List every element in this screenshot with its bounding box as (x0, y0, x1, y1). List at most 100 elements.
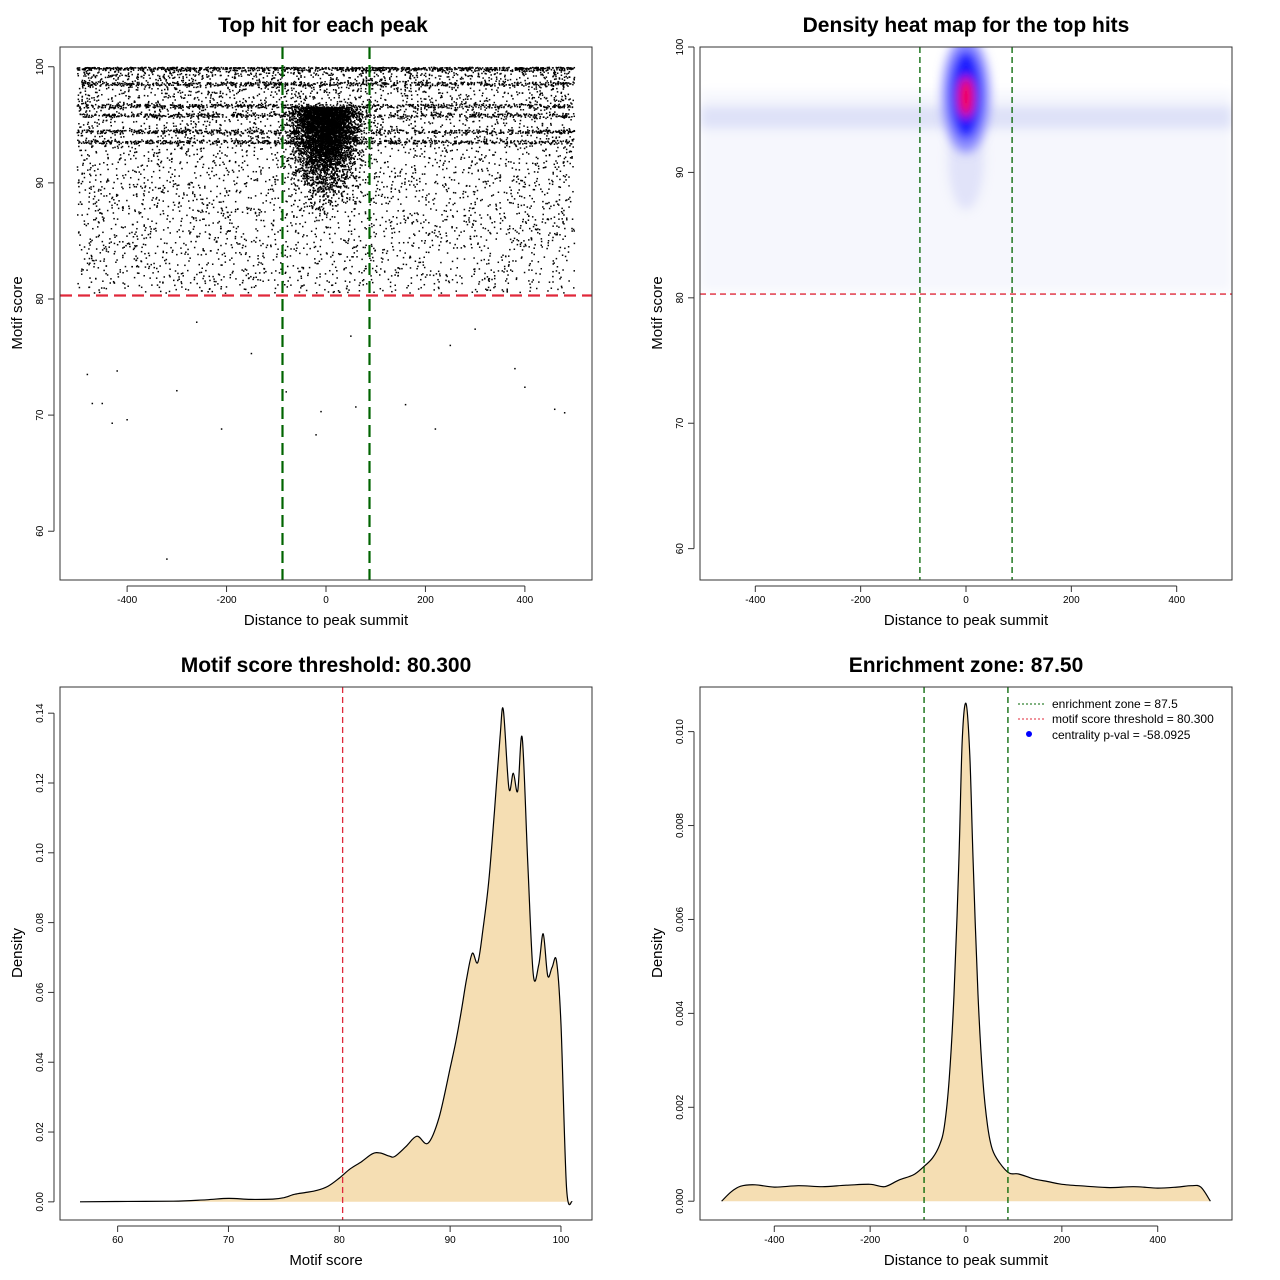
scatter-point (267, 279, 270, 281)
scatter-point (546, 116, 549, 118)
scatter-point (490, 85, 492, 87)
scatter-point (535, 272, 537, 275)
scatter-point (198, 210, 200, 213)
scatter-point (437, 112, 439, 115)
scatter-point (299, 97, 302, 99)
scatter-point (492, 182, 495, 184)
scatter-point (96, 122, 98, 124)
scatter-point (453, 171, 455, 174)
scatter-point (511, 241, 513, 244)
scatter-point (86, 82, 89, 84)
scatter-point (130, 70, 132, 73)
scatter-point (387, 166, 389, 168)
scatter-point (88, 72, 91, 74)
scatter-point (215, 69, 218, 71)
scatter-point (425, 98, 427, 100)
scatter-point (434, 181, 436, 184)
scatter-point (107, 168, 109, 171)
scatter-point (180, 205, 182, 207)
scatter-point (446, 275, 448, 278)
scatter-point (412, 147, 415, 150)
scatter-point (324, 80, 326, 83)
scatter-point (404, 178, 406, 180)
scatter-point (273, 233, 276, 235)
scatter-point (391, 128, 393, 131)
scatter-point (369, 167, 371, 169)
scatter-point (343, 239, 345, 241)
scatter-point (253, 97, 255, 99)
scatter-point (293, 178, 296, 180)
scatter-point (536, 68, 538, 70)
scatter-point (192, 216, 195, 219)
scatter-point (248, 74, 251, 76)
scatter-point (383, 248, 386, 251)
scatter-point (121, 206, 124, 209)
scatter-point (329, 79, 332, 81)
scatter-point (441, 71, 444, 73)
scatter-point (341, 82, 343, 84)
scatter-point (179, 92, 182, 94)
scatter-point (143, 94, 146, 97)
scatter-point (455, 102, 458, 104)
scatter-point (352, 184, 355, 187)
scatter-point (465, 221, 468, 223)
scatter-point (221, 209, 224, 212)
scatter-point (198, 67, 201, 69)
scatter-point (352, 193, 354, 196)
scatter-point (453, 109, 456, 111)
scatter-point (519, 245, 522, 247)
scatter-point (230, 67, 233, 69)
scatter-point (160, 160, 163, 163)
scatter-point (304, 221, 307, 224)
scatter-point (414, 169, 417, 171)
scatter-point (218, 177, 221, 180)
scatter-point (518, 70, 521, 73)
scatter-point (552, 106, 554, 108)
scatter-point (494, 123, 497, 125)
scatter-point (493, 226, 496, 229)
scatter-point (239, 243, 241, 245)
scatter-point (556, 233, 558, 236)
scatter-point (517, 192, 519, 194)
scatter-point (320, 191, 323, 193)
scatter-point (402, 256, 405, 259)
scatter-point (345, 287, 348, 290)
scatter-point (542, 218, 544, 220)
scatter-point (210, 190, 212, 193)
scatter-point (260, 262, 262, 264)
scatter-point (360, 95, 362, 97)
scatter-point (567, 198, 570, 200)
scatter-point (163, 242, 166, 244)
scatter-point (266, 136, 269, 138)
scatter-point (374, 269, 377, 272)
scatter-point (354, 96, 356, 99)
scatter-point (238, 191, 241, 194)
scatter-point (351, 70, 354, 72)
scatter-point (280, 218, 282, 220)
scatter-point (245, 269, 248, 271)
scatter-point (297, 241, 299, 244)
scatter-point (127, 90, 130, 93)
scatter-point (217, 258, 220, 260)
scatter-point (207, 70, 210, 73)
scatter-point (568, 206, 570, 208)
scatter-point (196, 161, 199, 163)
scatter-point (366, 99, 369, 101)
scatter-point (390, 187, 393, 189)
scatter-point (343, 164, 346, 167)
scatter-point (134, 209, 136, 211)
scatter-point (413, 76, 416, 79)
scatter-point (461, 171, 464, 174)
scatter-point (206, 197, 208, 200)
scatter-point (178, 201, 181, 204)
scatter-point (303, 206, 306, 208)
scatter-point (510, 202, 512, 204)
scatter-point (502, 96, 504, 98)
scatter-point (428, 251, 430, 254)
scatter-point (124, 252, 126, 255)
scatter-point (165, 96, 167, 98)
scatter-point (114, 236, 116, 239)
scatter-point (413, 107, 415, 109)
scatter-point (547, 240, 550, 242)
scatter-point (97, 221, 100, 223)
